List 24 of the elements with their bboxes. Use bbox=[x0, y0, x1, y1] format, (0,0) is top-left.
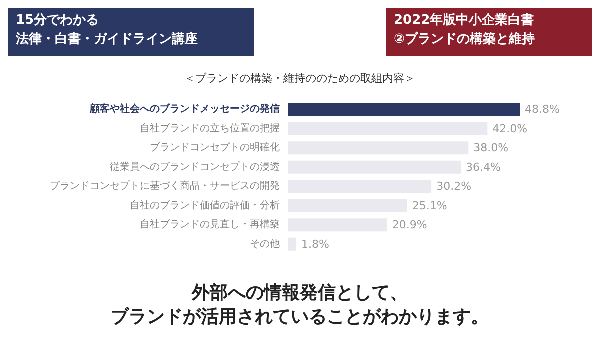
y-tick-label: 自社ブランドの立ち位置の把握 bbox=[140, 122, 280, 134]
chart-title: ＜ブランドの構築・維持ののための取組内容＞ bbox=[184, 72, 416, 85]
data-label: 25.1% bbox=[412, 199, 448, 212]
y-tick-label: 従業員へのブランドコンセプトの浸透 bbox=[110, 160, 280, 173]
data-label: 30.2% bbox=[436, 180, 472, 194]
text: 2022年版中小企業白書 bbox=[394, 13, 534, 28]
y-tick-label: 自社のブランド価値の評価・分析 bbox=[130, 199, 280, 212]
data-label: 20.9% bbox=[392, 218, 428, 232]
text: 外部への情報発信として、 bbox=[191, 282, 408, 304]
y-tick-label: その他 bbox=[250, 238, 280, 250]
text: 15分でわかる bbox=[16, 13, 100, 28]
text: ②ブランドの構築と維持 bbox=[394, 31, 536, 47]
text: 法律・白書・ガイドライン講座 bbox=[15, 31, 198, 47]
text: ブランドが活用されていることがわかります。 bbox=[111, 306, 489, 328]
data-label: 42.0% bbox=[492, 122, 528, 136]
data-label: 36.4% bbox=[466, 160, 501, 174]
data-label: 48.8% bbox=[525, 103, 560, 116]
data-label: 38.0% bbox=[474, 142, 509, 155]
y-tick-label: 顧客や社会へのブランドメッセージの発信 bbox=[89, 103, 280, 116]
y-tick-label: ブランドコンセプトに基づく商品・サービスの開発 bbox=[50, 180, 280, 192]
y-tick-label: 自社ブランドの見直し・再構築 bbox=[140, 218, 280, 231]
y-tick-label: ブランドコンセプトの明確化 bbox=[150, 142, 280, 154]
bar bbox=[288, 103, 520, 116]
data-label: 1.8% bbox=[302, 238, 330, 251]
